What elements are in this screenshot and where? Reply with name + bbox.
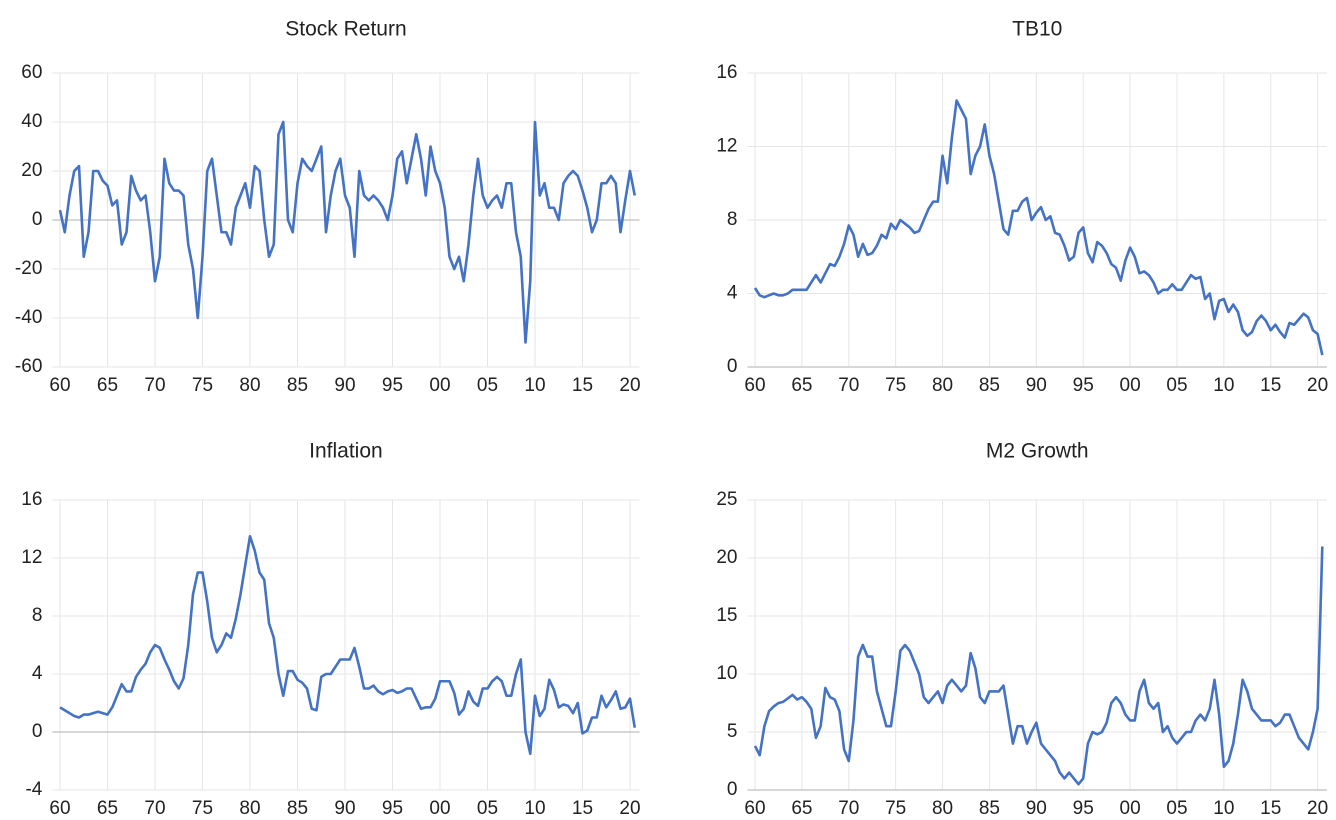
x-tick-label: 60 [49,375,70,396]
chart-title: Inflation [309,440,383,463]
x-tick-label: 70 [144,798,165,819]
y-tick-label: 12 [21,547,42,568]
y-tick-label: 0 [32,209,43,230]
x-tick-label: 05 [1166,798,1187,819]
data-line [59,534,637,756]
y-tick-label: 0 [727,779,738,800]
x-tick-label: 80 [239,375,260,396]
x-tick-label: 80 [239,798,260,819]
x-tick-label: 15 [572,798,593,819]
x-tick-label: 85 [979,375,1000,396]
x-tick-label: 20 [619,798,640,819]
x-tick-label: 05 [477,798,498,819]
x-tick-label: 75 [885,798,906,819]
y-tick-label: 20 [21,160,42,181]
x-tick-label: 10 [524,798,545,819]
y-tick-label: 8 [32,605,43,626]
x-tick-label: 65 [97,375,118,396]
chart-title: Stock Return [285,18,406,41]
panel: TB10 0 4 8 12 16 60 65 70 75 80 85 90 95 00 05 10 15 20 [716,18,1328,396]
y-tick-label: 4 [32,663,43,684]
x-tick-label: 10 [524,375,545,396]
x-tick-label: 15 [1260,375,1281,396]
y-tick-label: 16 [21,489,42,510]
x-tick-label: 65 [97,798,118,819]
y-tick-label: 25 [716,489,737,510]
x-tick-label: 00 [1120,375,1141,396]
chart-title: M2 Growth [986,440,1089,463]
x-tick-label: 10 [1213,375,1234,396]
x-tick-label: 05 [477,375,498,396]
x-tick-label: 20 [619,375,640,396]
y-tick-label: 0 [32,721,43,742]
x-tick-label: 70 [838,375,859,396]
x-tick-label: 95 [1073,798,1094,819]
x-tick-label: 75 [192,798,213,819]
x-tick-label: 70 [838,798,859,819]
y-tick-label: -60 [15,356,42,377]
x-tick-label: 60 [49,798,70,819]
x-tick-label: 85 [287,798,308,819]
x-tick-label: 90 [1026,375,1047,396]
x-tick-label: 20 [1307,798,1328,819]
y-tick-label: 15 [716,605,737,626]
x-tick-label: 05 [1166,375,1187,396]
x-tick-label: 20 [1307,375,1328,396]
x-tick-label: 60 [744,798,765,819]
data-line [753,546,1324,786]
y-tick-label: 5 [727,721,738,742]
x-tick-label: 65 [791,375,812,396]
y-tick-label: 16 [716,62,737,83]
x-tick-label: 15 [1260,798,1281,819]
y-tick-label: 20 [716,547,737,568]
x-tick-label: 95 [382,798,403,819]
y-tick-label: 8 [727,209,738,230]
data-line [753,99,1324,356]
panel: Inflation -4 0 4 8 12 16 60 65 70 75 80 85 90 95 00 05 10… [21,440,640,819]
x-tick-label: 90 [334,798,355,819]
x-tick-label: 90 [1026,798,1047,819]
y-tick-label: 0 [727,356,738,377]
x-tick-label: 95 [382,375,403,396]
y-tick-label: 60 [21,62,42,83]
y-tick-label: 10 [716,663,737,684]
x-tick-label: 85 [979,798,1000,819]
x-tick-label: 65 [791,798,812,819]
x-tick-label: 85 [287,375,308,396]
x-tick-label: 80 [932,375,953,396]
y-tick-label: 12 [716,136,737,157]
y-tick-label: 40 [21,111,42,132]
x-tick-label: 00 [429,798,450,819]
y-tick-label: 4 [727,283,738,304]
x-tick-label: 60 [744,375,765,396]
chart-title: TB10 [1012,18,1062,41]
x-tick-label: 00 [1120,798,1141,819]
y-tick-label: -20 [15,258,42,279]
x-tick-label: 10 [1213,798,1234,819]
x-tick-label: 75 [192,375,213,396]
y-tick-label: -4 [25,779,42,800]
x-tick-label: 80 [932,798,953,819]
x-tick-label: 00 [429,375,450,396]
x-tick-label: 75 [885,375,906,396]
x-tick-label: 15 [572,375,593,396]
x-tick-label: 70 [144,375,165,396]
panel: Stock Return -60 -40 -20 0 20 40 60 60 65 70 75 80 85… [15,18,641,396]
data-line [58,120,637,344]
y-tick-label: -40 [15,307,42,328]
x-tick-label: 90 [334,375,355,396]
x-tick-label: 95 [1073,375,1094,396]
